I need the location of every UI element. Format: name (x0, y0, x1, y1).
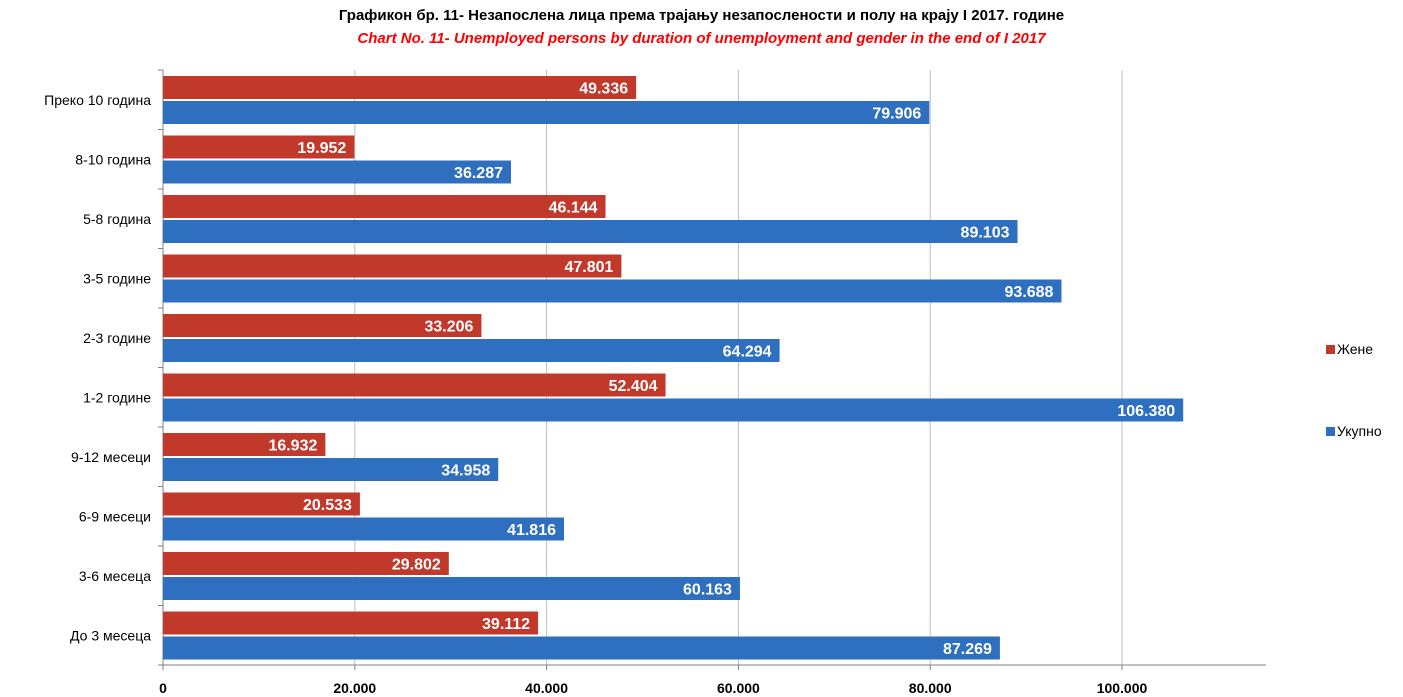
x-tick-label: 60.000 (717, 680, 760, 696)
bar-zhene (163, 254, 622, 278)
bar-ukupno (163, 517, 565, 541)
data-label: 41.816 (507, 522, 556, 539)
category-label: 1-2 године (83, 389, 151, 405)
bar-zhene (163, 611, 539, 635)
data-label: 49.336 (579, 81, 628, 98)
data-label: 64.294 (723, 344, 772, 361)
data-label: 87.269 (943, 641, 992, 658)
bar-ukupno (163, 101, 930, 124)
category-label: 3-6 месеца (79, 568, 151, 584)
x-tick-label: 80.000 (909, 680, 952, 696)
data-label: 60.163 (683, 582, 732, 599)
data-label: 52.404 (609, 378, 658, 395)
bar-zhene (163, 492, 360, 516)
category-label: 3-5 године (83, 270, 151, 286)
category-label: 8-10 година (75, 151, 151, 167)
legend-swatch (1326, 345, 1335, 354)
bar-ukupno (163, 220, 1018, 243)
x-tick-label: 0 (159, 680, 167, 696)
data-label: 29.802 (392, 557, 441, 574)
data-label: 89.103 (961, 225, 1010, 242)
bar-zhene (163, 314, 482, 337)
category-label: До 3 месеца (70, 627, 151, 643)
bar-ukupno (163, 398, 1184, 422)
chart-title: Графикон бр. 11- Незапослена лица према … (338, 7, 1065, 24)
x-tick-label: 20.000 (333, 680, 376, 696)
data-label: 39.112 (482, 616, 530, 633)
bar-zhene (163, 76, 637, 99)
bar-zhene (163, 373, 666, 397)
data-label: 20.533 (303, 497, 352, 514)
legend-label: Жене (1337, 341, 1373, 357)
category-label: 2-3 године (83, 330, 151, 346)
x-tick-label: 40.000 (525, 680, 568, 696)
bar-ukupno (163, 577, 740, 600)
data-label: 34.958 (441, 463, 490, 480)
x-tick-label: 100.000 (1097, 680, 1148, 696)
category-label: 6-9 месеци (79, 508, 151, 524)
data-label: 93.688 (1005, 284, 1054, 301)
data-label: 47.801 (564, 259, 613, 276)
data-label: 46.144 (549, 200, 598, 217)
bar-ukupno (163, 160, 511, 184)
data-label: 16.932 (268, 438, 317, 455)
category-label: Преко 10 година (44, 92, 151, 108)
data-label: 106.380 (1117, 403, 1175, 420)
legend-label: Укупно (1337, 423, 1382, 439)
data-label: 79.906 (872, 106, 921, 123)
data-label: 19.952 (297, 140, 346, 157)
legend-swatch (1326, 427, 1335, 436)
data-label: 33.206 (425, 319, 474, 336)
bar-zhene (163, 195, 606, 218)
data-label: 36.287 (454, 165, 503, 182)
bar-ukupno (163, 636, 1000, 660)
bar-zhene (163, 433, 326, 456)
bar-zhene (163, 135, 355, 159)
bar-zhene (163, 552, 449, 575)
category-label: 5-8 година (83, 211, 151, 227)
chart-subtitle: Chart No. 11- Unemployed persons by dura… (357, 30, 1046, 47)
bar-ukupno (163, 458, 499, 481)
bar-ukupno (163, 339, 780, 362)
category-label: 9-12 месеци (71, 449, 151, 465)
bar-ukupno (163, 279, 1062, 303)
